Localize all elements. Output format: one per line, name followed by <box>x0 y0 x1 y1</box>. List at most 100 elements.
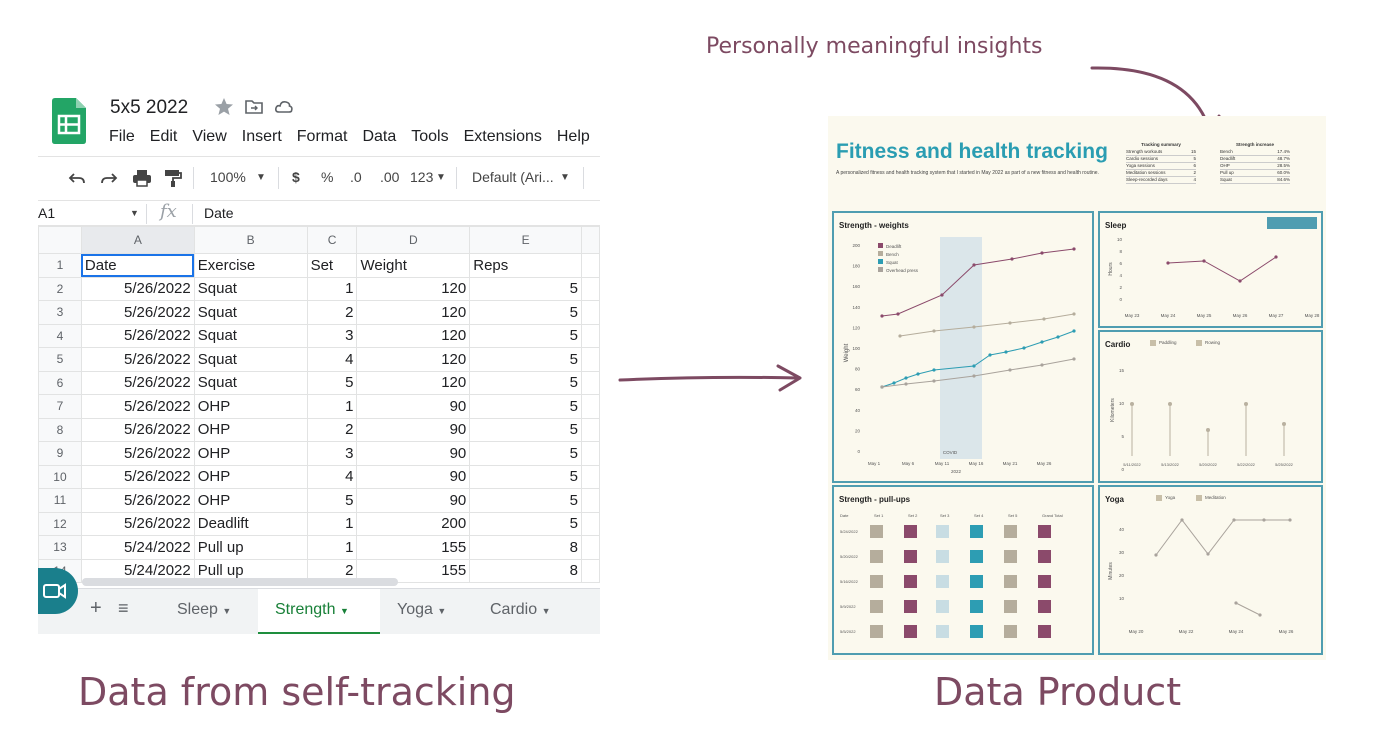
cell[interactable]: 1 <box>306 511 358 536</box>
tab-cardio[interactable]: Cardio ▼ <box>490 601 551 619</box>
cell[interactable]: OHP <box>193 394 308 419</box>
menu-view[interactable]: View <box>192 128 227 145</box>
cell[interactable]: 1 <box>306 535 358 560</box>
menu-extensions[interactable]: Extensions <box>463 128 542 145</box>
row-number[interactable]: 4 <box>38 323 82 348</box>
row-number[interactable]: 1 <box>38 253 82 278</box>
row-number[interactable]: 8 <box>38 417 82 442</box>
cell[interactable] <box>580 370 600 395</box>
cell[interactable]: 5/26/2022 <box>80 347 195 372</box>
header-cell[interactable]: Exercise <box>193 253 308 278</box>
cell[interactable] <box>580 417 600 442</box>
cell[interactable] <box>580 441 600 466</box>
cell[interactable]: 120 <box>356 323 471 348</box>
cell[interactable]: Squat <box>193 300 308 325</box>
cell[interactable]: 5/26/2022 <box>80 394 195 419</box>
cell[interactable] <box>580 394 600 419</box>
header-cell[interactable]: Reps <box>469 253 582 278</box>
font-chevron-down-icon[interactable]: ▼ <box>560 172 570 183</box>
cell[interactable]: Squat <box>193 323 308 348</box>
menu-edit[interactable]: Edit <box>149 128 178 145</box>
cell[interactable] <box>580 558 600 583</box>
add-sheet-icon[interactable]: + <box>90 597 102 619</box>
name-box-chevron-down-icon[interactable]: ▼ <box>130 208 139 218</box>
cell[interactable] <box>580 347 600 372</box>
currency-format-button[interactable]: $ <box>292 169 300 185</box>
cell[interactable]: 90 <box>356 488 471 513</box>
cell[interactable]: Deadlift <box>193 511 308 536</box>
cloud-status-icon[interactable] <box>274 97 294 117</box>
cell[interactable]: 4 <box>306 347 358 372</box>
column-header[interactable]: D <box>356 226 471 254</box>
cell[interactable]: OHP <box>193 464 308 489</box>
cell[interactable]: 5/26/2022 <box>80 323 195 348</box>
meet-call-button[interactable] <box>38 568 78 614</box>
cell[interactable] <box>580 511 600 536</box>
star-icon[interactable] <box>214 97 234 117</box>
menu-help[interactable]: Help <box>556 128 590 145</box>
cell[interactable]: 120 <box>356 347 471 372</box>
menu-format[interactable]: Format <box>296 128 348 145</box>
zoom-select[interactable]: 100% <box>210 169 246 185</box>
all-sheets-menu-icon[interactable]: ≡ <box>118 598 129 618</box>
cell[interactable]: 5/26/2022 <box>80 300 195 325</box>
cell[interactable]: 90 <box>356 464 471 489</box>
cell[interactable] <box>580 323 600 348</box>
row-number[interactable]: 2 <box>38 276 82 301</box>
cell[interactable]: 90 <box>356 441 471 466</box>
cell[interactable]: Pull up <box>193 535 308 560</box>
cell[interactable]: 3 <box>306 441 358 466</box>
sheets-logo-icon[interactable] <box>52 98 86 144</box>
cell[interactable] <box>580 535 600 560</box>
name-box[interactable]: A1 <box>38 205 56 221</box>
zoom-chevron-down-icon[interactable]: ▼ <box>256 172 266 183</box>
cell[interactable] <box>580 253 600 278</box>
cell[interactable]: 8 <box>469 558 582 583</box>
cell[interactable]: 5 <box>306 488 358 513</box>
menu-data[interactable]: Data <box>362 128 397 145</box>
cell[interactable]: 1 <box>306 276 358 301</box>
cell[interactable]: OHP <box>193 441 308 466</box>
header-cell[interactable]: Set <box>306 253 358 278</box>
cell[interactable]: 5/26/2022 <box>80 464 195 489</box>
menu-tools[interactable]: Tools <box>411 128 449 145</box>
cell[interactable]: 5/26/2022 <box>80 370 195 395</box>
cell[interactable]: 5 <box>469 464 582 489</box>
more-formats-button[interactable]: 123 <box>410 169 434 185</box>
cell[interactable]: 2 <box>306 417 358 442</box>
cell[interactable]: 8 <box>469 535 582 560</box>
formats-chevron-down-icon[interactable]: ▼ <box>436 172 446 183</box>
increase-decimal-button[interactable]: .00 <box>380 169 400 185</box>
cell[interactable]: 5/26/2022 <box>80 417 195 442</box>
cell[interactable]: Squat <box>193 347 308 372</box>
tab-strength[interactable]: Strength ▼ <box>275 601 349 619</box>
document-title[interactable]: 5x5 2022 <box>110 97 189 118</box>
cell[interactable] <box>580 276 600 301</box>
cell[interactable]: 5/26/2022 <box>80 276 195 301</box>
cell[interactable]: 5 <box>306 370 358 395</box>
row-number[interactable]: 11 <box>38 488 82 513</box>
row-number[interactable]: 9 <box>38 441 82 466</box>
cell[interactable]: 5/26/2022 <box>80 488 195 513</box>
cell[interactable]: 5/26/2022 <box>80 441 195 466</box>
cell[interactable]: 5 <box>469 511 582 536</box>
cell[interactable]: 5 <box>469 347 582 372</box>
cell[interactable]: 3 <box>306 323 358 348</box>
cell[interactable]: 5 <box>469 300 582 325</box>
cell[interactable]: Squat <box>193 276 308 301</box>
cell[interactable]: OHP <box>193 417 308 442</box>
formula-input[interactable]: Date <box>204 205 234 221</box>
row-number[interactable]: 6 <box>38 370 82 395</box>
header-cell[interactable]: Date <box>80 253 195 278</box>
view-more-button[interactable] <box>1267 217 1317 229</box>
undo-icon[interactable] <box>68 170 86 186</box>
cell[interactable]: OHP <box>193 488 308 513</box>
cell[interactable]: Squat <box>193 370 308 395</box>
cell[interactable]: 5 <box>469 394 582 419</box>
select-all-corner[interactable] <box>38 226 82 254</box>
cell[interactable]: 90 <box>356 394 471 419</box>
horizontal-scrollbar[interactable] <box>82 578 398 586</box>
cell[interactable]: 5 <box>469 370 582 395</box>
cell[interactable]: 5 <box>469 488 582 513</box>
print-icon[interactable] <box>132 168 152 188</box>
